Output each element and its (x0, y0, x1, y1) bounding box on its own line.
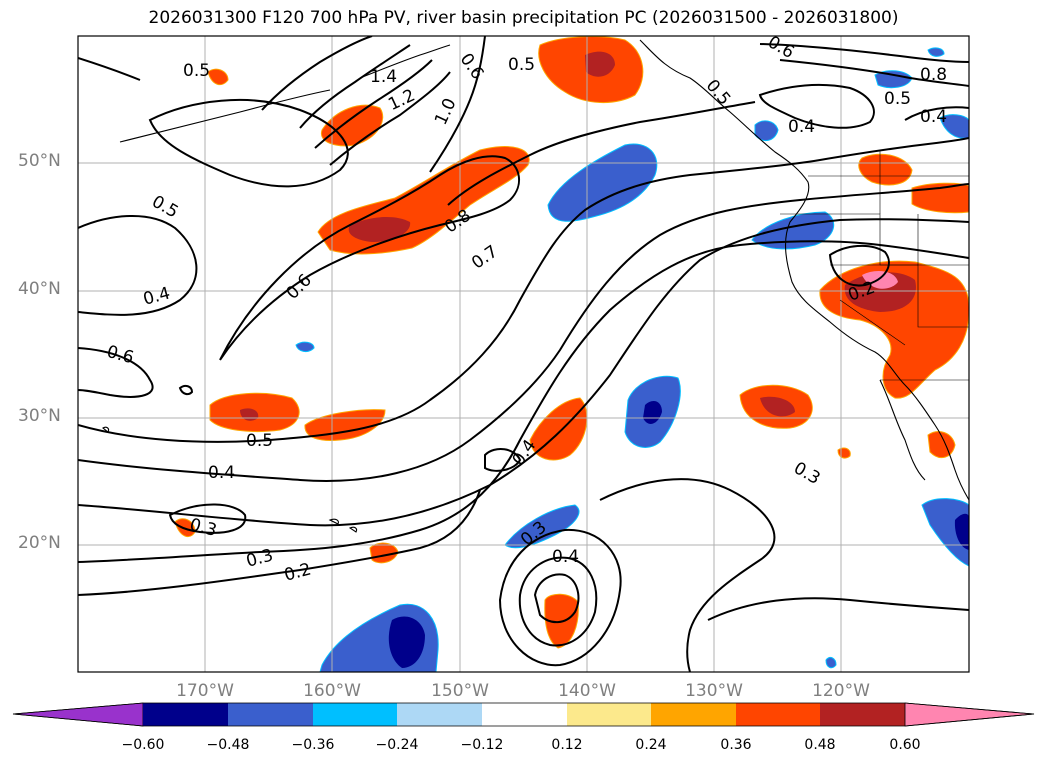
lon-label-130w: 130°W (685, 681, 743, 701)
colorbar-tick-label: 0.12 (551, 737, 583, 753)
colorbar-tick-label: −0.24 (375, 737, 419, 753)
state-borders (780, 150, 969, 381)
colorbar-bin (820, 703, 905, 726)
negative-anomaly-area (751, 211, 835, 250)
colorbar-bin (651, 703, 736, 726)
lat-label-40n: 40°N (18, 279, 61, 299)
lat-label-20n: 20°N (18, 533, 61, 553)
pv-contours (78, 36, 969, 672)
lat-label-50n: 50°N (18, 151, 61, 171)
colorbar-extend-high (904, 702, 1035, 727)
contour-label: 1.4 (370, 67, 397, 87)
positive-anomaly-core (585, 51, 615, 77)
colorbar-tick-label: 0.60 (889, 737, 921, 753)
contour-label: 0.4 (208, 463, 235, 483)
positive-anomaly-core (844, 272, 916, 312)
colorbar-tick-label: 0.48 (804, 737, 836, 753)
lon-label-120w: 120°W (812, 681, 870, 701)
negative-anomaly-area (927, 47, 945, 57)
colorbar-bin (228, 703, 313, 726)
negative-anomaly-core (388, 616, 425, 668)
positive-anomaly-area (207, 68, 229, 86)
contour-label: 0.5 (508, 55, 535, 75)
colorbar-outline (12, 702, 1035, 727)
positive-anomaly-core (760, 396, 795, 417)
positive-anomaly-area (911, 182, 969, 214)
lon-label-170w: 170°W (176, 681, 234, 701)
positive-anomaly-core (348, 216, 411, 242)
colorbar-extend-low (12, 702, 144, 727)
map-gridlines (78, 36, 969, 672)
contour-label: 0.5 (183, 61, 210, 81)
colorbar-bin (567, 703, 651, 726)
lon-label-150w: 150°W (431, 681, 489, 701)
map-frame (77, 35, 970, 673)
colorbar-tick-label: −0.12 (460, 737, 504, 753)
colorbar-bin (397, 703, 482, 726)
lat-label-30n: 30°N (18, 406, 61, 426)
map-panel: 0.5 1.4 1.2 1.0 0.6 0.5 0.6 0.5 0.8 0.5 … (78, 36, 969, 672)
colorbar-bin (482, 703, 567, 726)
negative-anomaly-area (825, 657, 837, 669)
contour-label: 0.4 (552, 547, 579, 567)
negative-anomaly-area (921, 498, 969, 567)
colorbar (12, 702, 1035, 727)
positive-anomaly-peak (862, 270, 898, 289)
lon-label-160w: 160°W (303, 681, 361, 701)
colorbar-tick-label: −0.36 (291, 737, 335, 753)
colorbar-tick-label: −0.60 (121, 737, 165, 753)
colorbar-bin (313, 703, 397, 726)
positive-anomaly-area (837, 447, 851, 459)
contour-label: 0.4 (788, 117, 815, 137)
colorbar-tick-label: 0.36 (720, 737, 752, 753)
colorbar-tick-label: −0.48 (206, 737, 250, 753)
negative-anomaly-core (954, 513, 969, 550)
negative-anomaly-area (939, 114, 969, 139)
lon-label-140w: 140°W (558, 681, 616, 701)
negative-anomaly-area (295, 341, 315, 353)
colorbar-tick-label: 0.24 (635, 737, 667, 753)
colorbar-bin (143, 703, 228, 726)
colorbar-bin (736, 703, 820, 726)
positive-anomaly-area (858, 153, 913, 186)
contour-label: 0.5 (246, 431, 273, 451)
contour-label: 0.5 (884, 89, 911, 109)
map-title: 2026031300 F120 700 hPa PV, river basin … (148, 8, 899, 28)
contour-label: 0.8 (920, 65, 947, 85)
contour-label: 0.4 (920, 107, 947, 127)
coastlines (102, 39, 969, 533)
